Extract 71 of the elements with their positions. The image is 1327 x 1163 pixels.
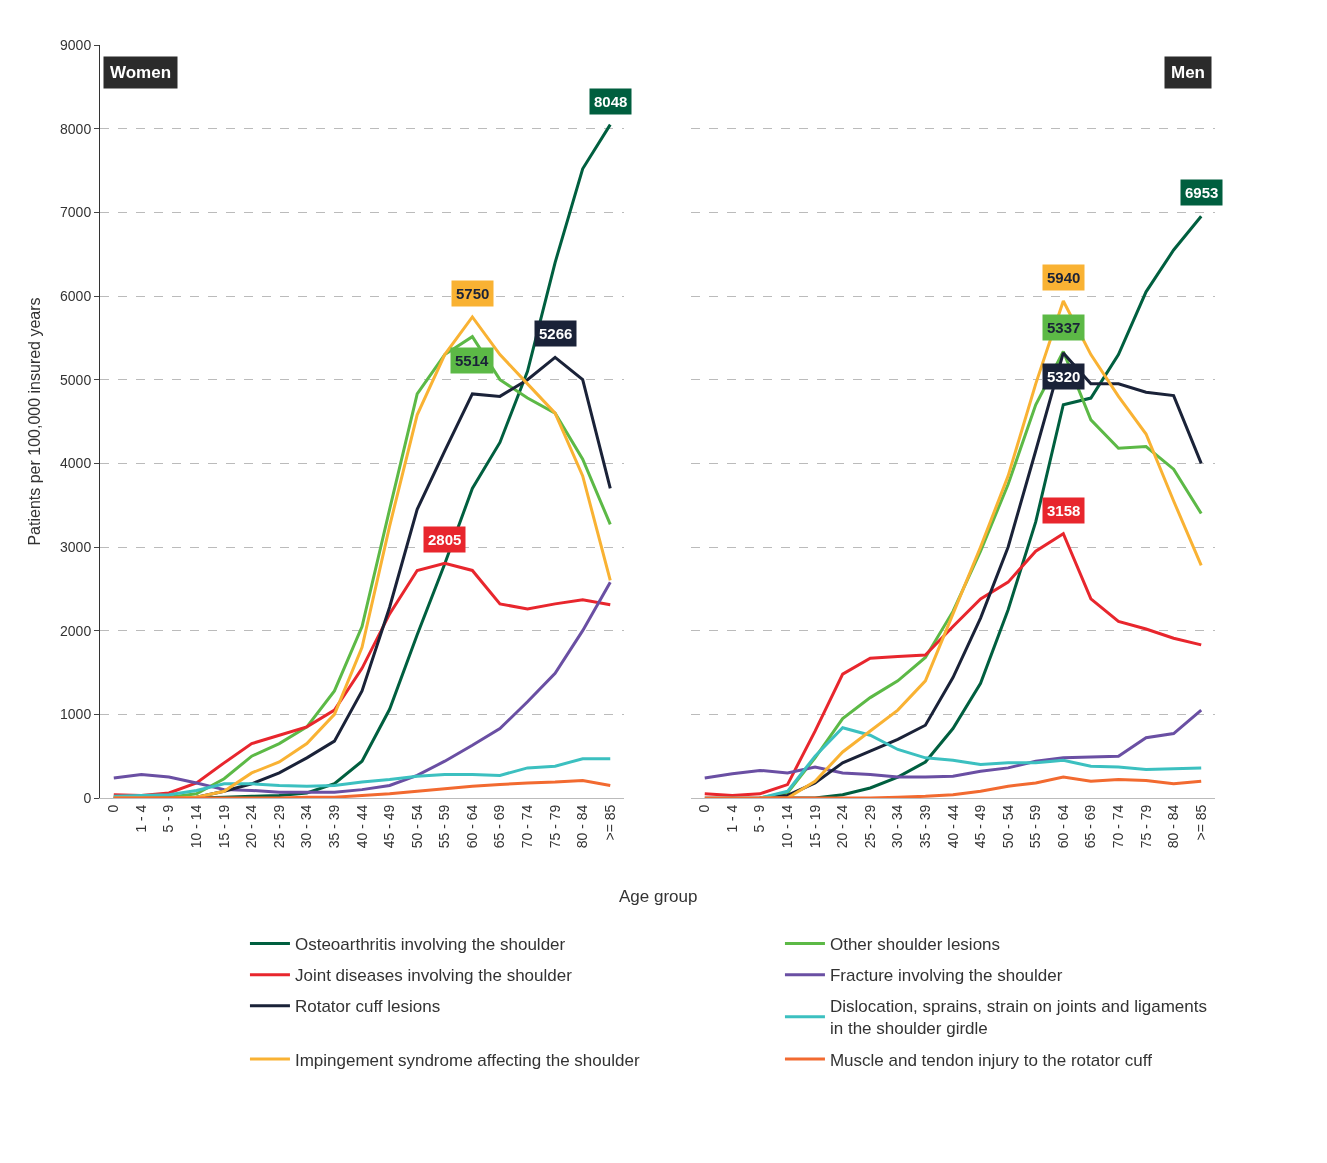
x-tick-label: 15 - 19 (215, 804, 232, 849)
legend-label: Muscle and tendon injury to the rotator cuff (829, 1050, 1153, 1070)
y-tick-label: 1000 (60, 706, 92, 723)
text: Men (1171, 63, 1205, 82)
data-label: 8048 (594, 93, 628, 110)
x-tick-label: 50 - 54 (999, 804, 1016, 849)
x-tick-label: 80 - 84 (1165, 804, 1182, 849)
x-tick-label: 0 (105, 804, 122, 813)
x-tick-label: 1 - 4 (723, 804, 740, 833)
x-tick-label: 60 - 64 (1054, 804, 1071, 849)
data-label: 5266 (539, 325, 573, 342)
x-tick-label: 40 - 44 (944, 804, 961, 849)
x-tick-label: 5 - 9 (160, 804, 177, 833)
x-tick-label: 25 - 29 (270, 804, 287, 849)
x-tick-label: 70 - 74 (1110, 804, 1127, 849)
x-tick-label: 1 - 4 (132, 804, 149, 833)
legend-label: Other shoulder lesions (829, 935, 1001, 955)
x-tick-label: 80 - 84 (574, 804, 591, 849)
x-tick-label: 35 - 39 (916, 804, 933, 849)
line-series (112, 778, 612, 798)
x-tick-label: 75 - 79 (546, 804, 563, 849)
x-tick-label: 75 - 79 (1137, 804, 1154, 849)
data-label: 5514 (455, 352, 490, 369)
legend-label: Joint diseases involving the shoulder (294, 966, 573, 986)
data-label: 2805 (428, 531, 462, 548)
x-tick-label: 60 - 64 (463, 804, 480, 849)
x-tick-label: 20 - 24 (243, 804, 260, 849)
x-tick-label: >= 85 (601, 804, 618, 841)
y-tick-label: 2000 (60, 622, 92, 639)
x-tick-label: 20 - 24 (834, 804, 851, 849)
x-tick-label: 65 - 69 (491, 804, 508, 849)
x-tick-label: 10 - 14 (188, 804, 205, 849)
y-axis-title: Patients per 100,000 insured years (25, 297, 43, 546)
x-tick-label: 30 - 34 (298, 804, 315, 849)
x-axis-title: Age group (619, 887, 698, 906)
x-tick-label: 55 - 59 (436, 804, 453, 849)
legend-label: Dislocation, sprains, strain on joints and ligaments in the shoulder girdle (829, 997, 1207, 1039)
legend-label: Rotator cuff lesions (294, 997, 441, 1017)
x-tick-label: 30 - 34 (889, 804, 906, 849)
y-tick-label: 8000 (60, 120, 92, 137)
y-tick-label: 9000 (60, 36, 92, 53)
y-tick-label: 5000 (60, 371, 92, 388)
data-label: 3158 (1047, 502, 1081, 519)
x-tick-label: 55 - 59 (1027, 804, 1044, 849)
y-tick-label: 3000 (60, 538, 92, 555)
x-tick-label: 40 - 44 (353, 804, 370, 849)
x-tick-label: 15 - 19 (806, 804, 823, 849)
x-tick-label: 65 - 69 (1082, 804, 1099, 849)
data-label: 5320 (1047, 368, 1081, 385)
y-tick-label: 4000 (60, 455, 92, 472)
x-tick-label: 45 - 49 (381, 804, 398, 849)
data-label: 6953 (1185, 184, 1219, 201)
y-tick-label: 6000 (60, 287, 92, 304)
x-tick-label: 0 (696, 804, 713, 813)
legend-label: Impingement syndrome affecting the shoulder (294, 1050, 640, 1070)
x-tick-label: 50 - 54 (408, 804, 425, 849)
x-tick-label: 10 - 14 (779, 804, 796, 849)
text: Women (110, 63, 172, 82)
data-label: 5337 (1047, 319, 1081, 336)
x-tick-label: 25 - 29 (861, 804, 878, 849)
data-label: 5940 (1047, 269, 1081, 286)
x-tick-label: 70 - 74 (519, 804, 536, 849)
legend-label: Osteoarthritis involving the shoulder (294, 935, 566, 955)
x-tick-label: 45 - 49 (972, 804, 989, 849)
legend-label: Fracture involving the shoulder (829, 966, 1063, 986)
x-tick-label: 5 - 9 (751, 804, 768, 833)
line-series (112, 757, 612, 798)
x-tick-label: 35 - 39 (325, 804, 342, 849)
x-tick-label: >= 85 (1192, 804, 1209, 841)
data-label: 5750 (456, 285, 490, 302)
y-tick-label: 7000 (60, 204, 92, 221)
